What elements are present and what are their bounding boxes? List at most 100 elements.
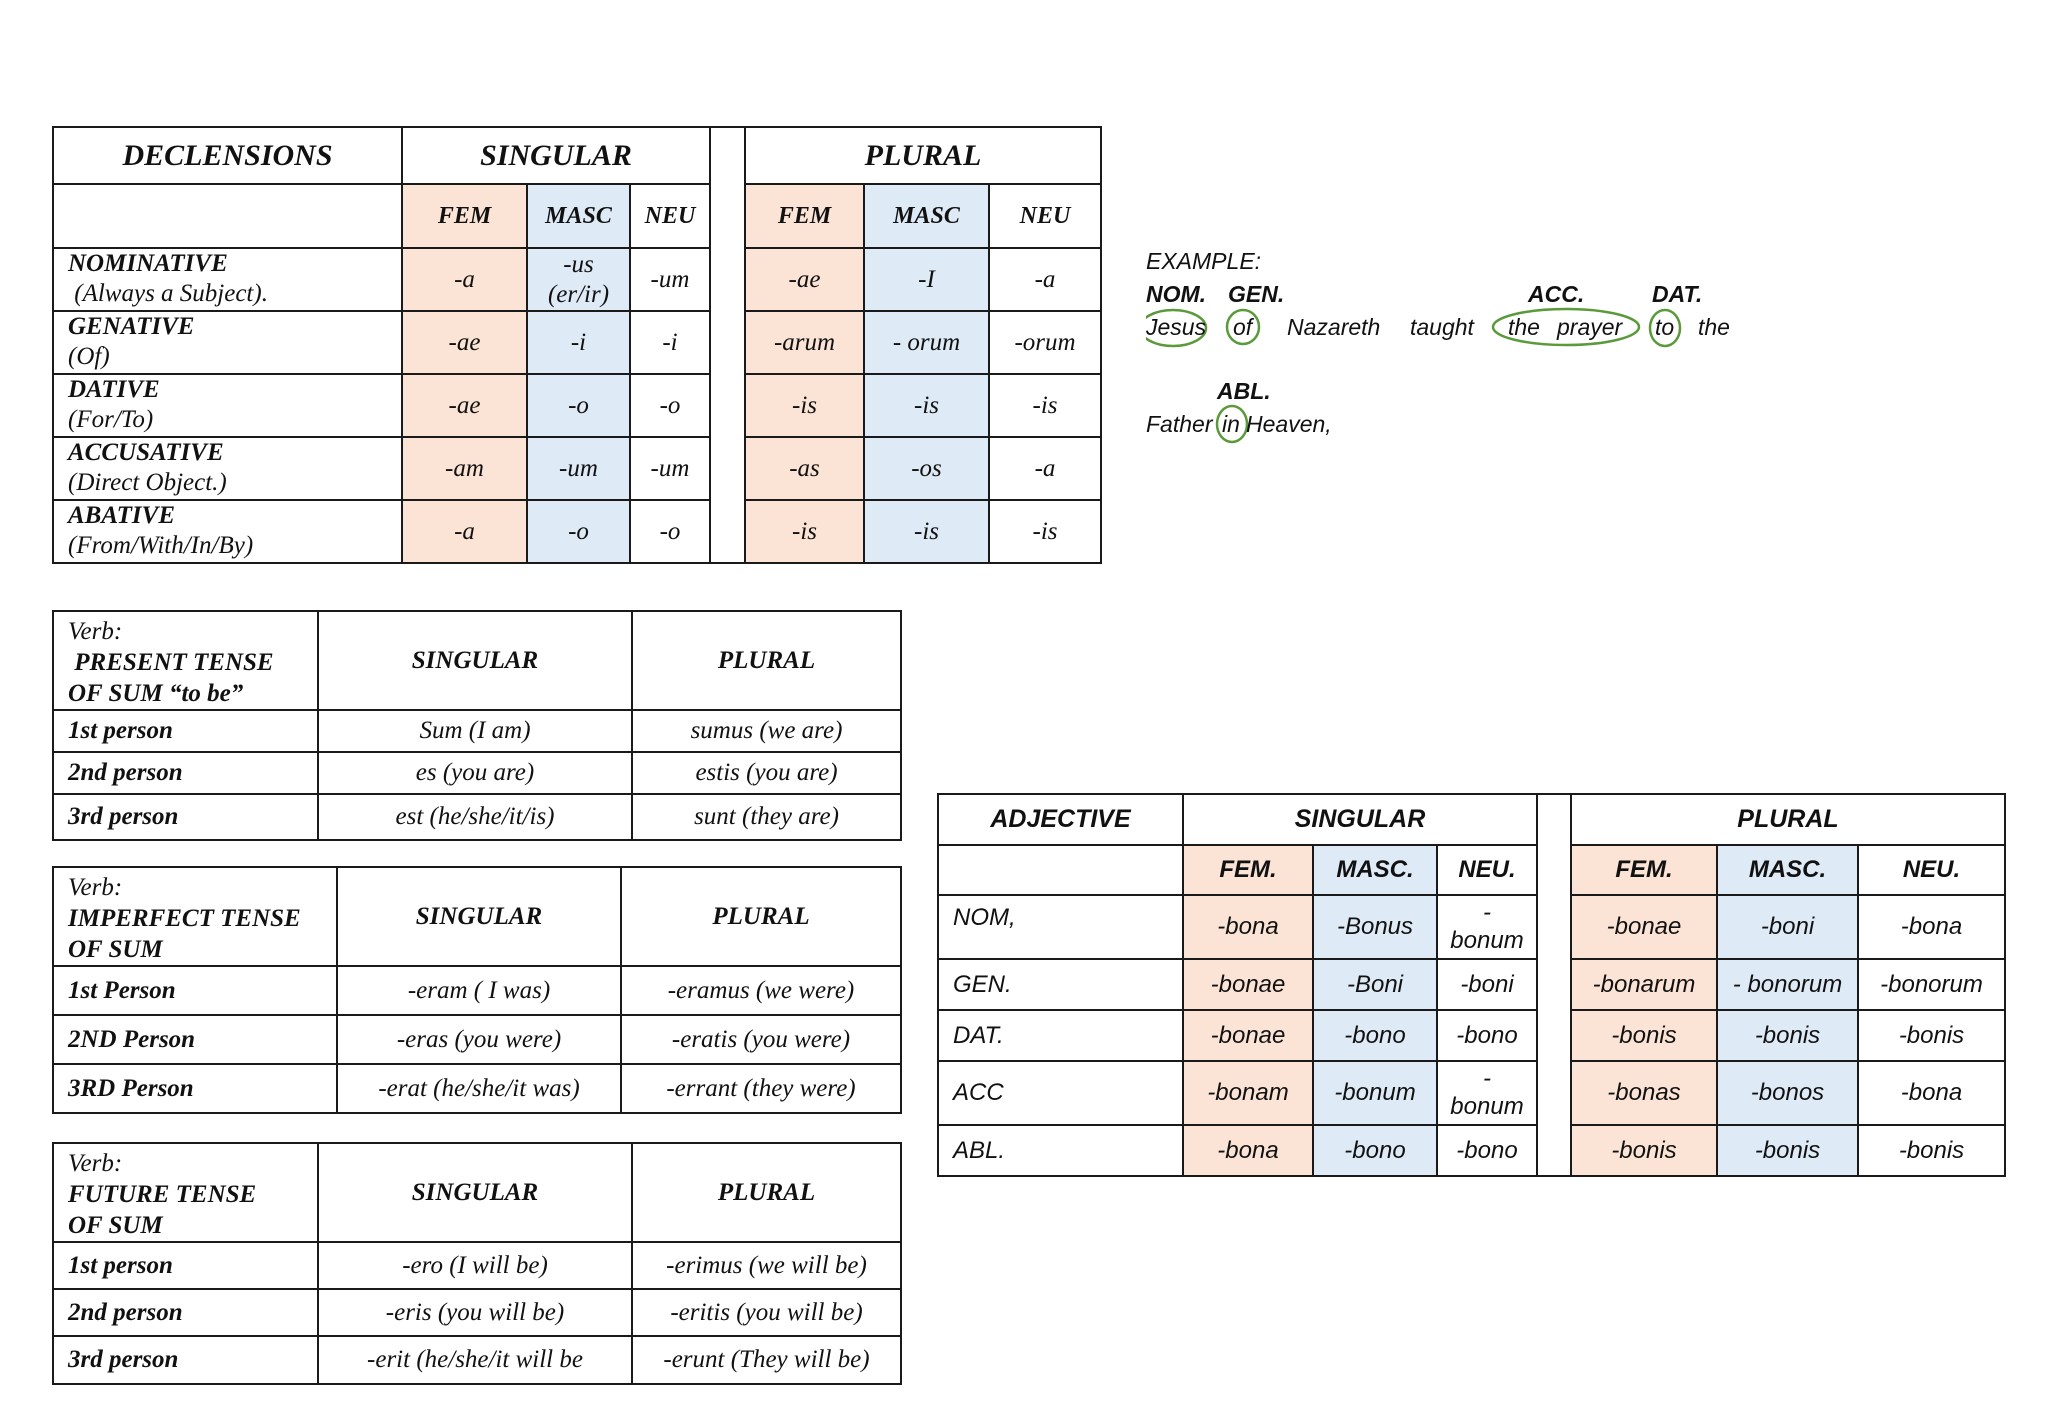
ending-cell: -a bbox=[401, 499, 528, 564]
adjective-form: -bonis bbox=[1570, 1124, 1718, 1177]
ending-cell: -as bbox=[744, 436, 865, 501]
case-cell: DATIVE (For/To) bbox=[52, 373, 403, 438]
plural-header: PLURAL bbox=[620, 866, 902, 967]
case-name: NOMINATIVE bbox=[68, 250, 228, 277]
gender-header: MASC bbox=[526, 183, 631, 249]
example-word: taught bbox=[1410, 314, 1474, 340]
case-name: GENATIVE bbox=[68, 313, 195, 340]
example-word: prayer bbox=[1557, 314, 1623, 340]
adjective-form: -bonis bbox=[1716, 1124, 1859, 1177]
spacer-column bbox=[709, 126, 746, 564]
adjective-form: -bonae bbox=[1182, 958, 1314, 1011]
singular-header: SINGULAR bbox=[336, 866, 622, 967]
case-label: ACC bbox=[937, 1060, 1184, 1126]
circle-annotations bbox=[1146, 307, 1682, 444]
verb-form: -eritis (you will be) bbox=[631, 1288, 902, 1337]
tense-of: OF SUM bbox=[68, 936, 163, 963]
case-cell: ACCUSATIVE (Direct Object.) bbox=[52, 436, 403, 501]
gender-header: NEU bbox=[988, 183, 1102, 249]
adjective-form: -bonos bbox=[1716, 1060, 1859, 1126]
verb-form: est (he/she/it/is) bbox=[317, 793, 633, 841]
ending-cell: -a bbox=[401, 247, 528, 312]
ending-cell: -um bbox=[526, 436, 631, 501]
gender-header: NEU bbox=[629, 183, 711, 249]
verb-form: -ero (I will be) bbox=[317, 1241, 633, 1290]
adjective-form: -Boni bbox=[1312, 958, 1438, 1011]
adjective-title: ADJECTIVE bbox=[937, 793, 1184, 846]
person-label: 3RD Person bbox=[52, 1063, 338, 1114]
acc-label: ACC. bbox=[1528, 281, 1585, 307]
verb-form: Sum (I am) bbox=[317, 709, 633, 753]
person-label: 2nd person bbox=[52, 751, 319, 795]
blank-cell bbox=[937, 844, 1184, 896]
blank-cell bbox=[52, 183, 403, 249]
adjective-form: -bona bbox=[1182, 1124, 1314, 1177]
gen-label: GEN. bbox=[1228, 281, 1285, 307]
case-name: ABATIVE bbox=[68, 502, 175, 529]
case-description: (For/To) bbox=[68, 406, 154, 433]
tense-of: OF SUM “to be” bbox=[68, 680, 244, 707]
verb-form: estis (you are) bbox=[631, 751, 902, 795]
declensions-title: DECLENSIONS bbox=[52, 126, 403, 185]
verb-label: Verb: bbox=[68, 1150, 123, 1177]
example-word: to bbox=[1655, 314, 1675, 340]
adjective-form: -bonas bbox=[1570, 1060, 1718, 1126]
case-label: GEN. bbox=[937, 958, 1184, 1011]
case-name: DATIVE bbox=[68, 376, 160, 403]
plural-header: PLURAL bbox=[744, 126, 1102, 185]
case-label: ABL. bbox=[937, 1124, 1184, 1177]
plural-header: PLURAL bbox=[631, 610, 902, 711]
adjective-form: - bonorum bbox=[1716, 958, 1859, 1011]
example-title: EXAMPLE: bbox=[1146, 248, 1262, 274]
adjective-form: -boni bbox=[1716, 894, 1859, 960]
gender-header: NEU. bbox=[1857, 844, 2006, 896]
adjective-form: -bonae bbox=[1182, 1009, 1314, 1062]
adjective-form: -bona bbox=[1857, 894, 2006, 960]
circle-jesus bbox=[1146, 308, 1208, 348]
example-word: the bbox=[1508, 314, 1540, 340]
ending-cell: -am bbox=[401, 436, 528, 501]
tense-name: IMPERFECT TENSE bbox=[68, 905, 301, 932]
adjective-form: -bonis bbox=[1857, 1124, 2006, 1177]
verb-form: -erat (he/she/it was) bbox=[336, 1063, 622, 1114]
verb-form: -eras (you were) bbox=[336, 1014, 622, 1065]
verb-imperfect-table: Verb: IMPERFECT TENSE OF SUM SINGULAR PL… bbox=[52, 866, 902, 1114]
singular-header: SINGULAR bbox=[317, 610, 633, 711]
adjective-form: -bonis bbox=[1857, 1009, 2006, 1062]
case-label: NOM, bbox=[937, 894, 1184, 960]
verb-form: -erimus (we will be) bbox=[631, 1241, 902, 1290]
verb-form: sumus (we are) bbox=[631, 709, 902, 753]
adjective-form: -bonae bbox=[1570, 894, 1718, 960]
gender-header: FEM. bbox=[1182, 844, 1314, 896]
verb-label: Verb: bbox=[68, 874, 123, 901]
example-word: in bbox=[1222, 411, 1240, 437]
verb-form: -eris (you will be) bbox=[317, 1288, 633, 1337]
ending-cell: -arum bbox=[744, 310, 865, 375]
verb-form: sunt (they are) bbox=[631, 793, 902, 841]
gender-header: MASC bbox=[863, 183, 990, 249]
case-cell: GENATIVE (Of) bbox=[52, 310, 403, 375]
verb-label: Verb: bbox=[68, 618, 123, 645]
verb-form: -erunt (They will be) bbox=[631, 1335, 902, 1385]
ending-cell: -a bbox=[988, 247, 1102, 312]
adjective-form: -bona bbox=[1857, 1060, 2006, 1126]
ending-cell: -ae bbox=[401, 373, 528, 438]
verb-form: es (you are) bbox=[317, 751, 633, 795]
example-word: Heaven, bbox=[1246, 411, 1332, 437]
declensions-table: DECLENSIONS SINGULAR PLURAL FEM MASC NEU… bbox=[52, 126, 1102, 564]
example-word: Nazareth bbox=[1287, 314, 1381, 340]
ending-cell: -a bbox=[988, 436, 1102, 501]
adjective-form: -bonorum bbox=[1857, 958, 2006, 1011]
ending-cell: -o bbox=[629, 373, 711, 438]
verb-form: -erit (he/she/it will be bbox=[317, 1335, 633, 1385]
example-word: Father bbox=[1146, 411, 1213, 437]
spacer-column bbox=[1536, 793, 1572, 1177]
adjective-form: -bona bbox=[1182, 894, 1314, 960]
adjective-form: -bono bbox=[1312, 1009, 1438, 1062]
ending-cell: -i bbox=[526, 310, 631, 375]
case-cell: NOMINATIVE (Always a Subject). bbox=[52, 247, 403, 312]
tense-of: OF SUM bbox=[68, 1212, 163, 1239]
ending-cell: - orum bbox=[863, 310, 990, 375]
adjective-form: - bonum bbox=[1436, 894, 1538, 960]
person-label: 3rd person bbox=[52, 1335, 319, 1385]
